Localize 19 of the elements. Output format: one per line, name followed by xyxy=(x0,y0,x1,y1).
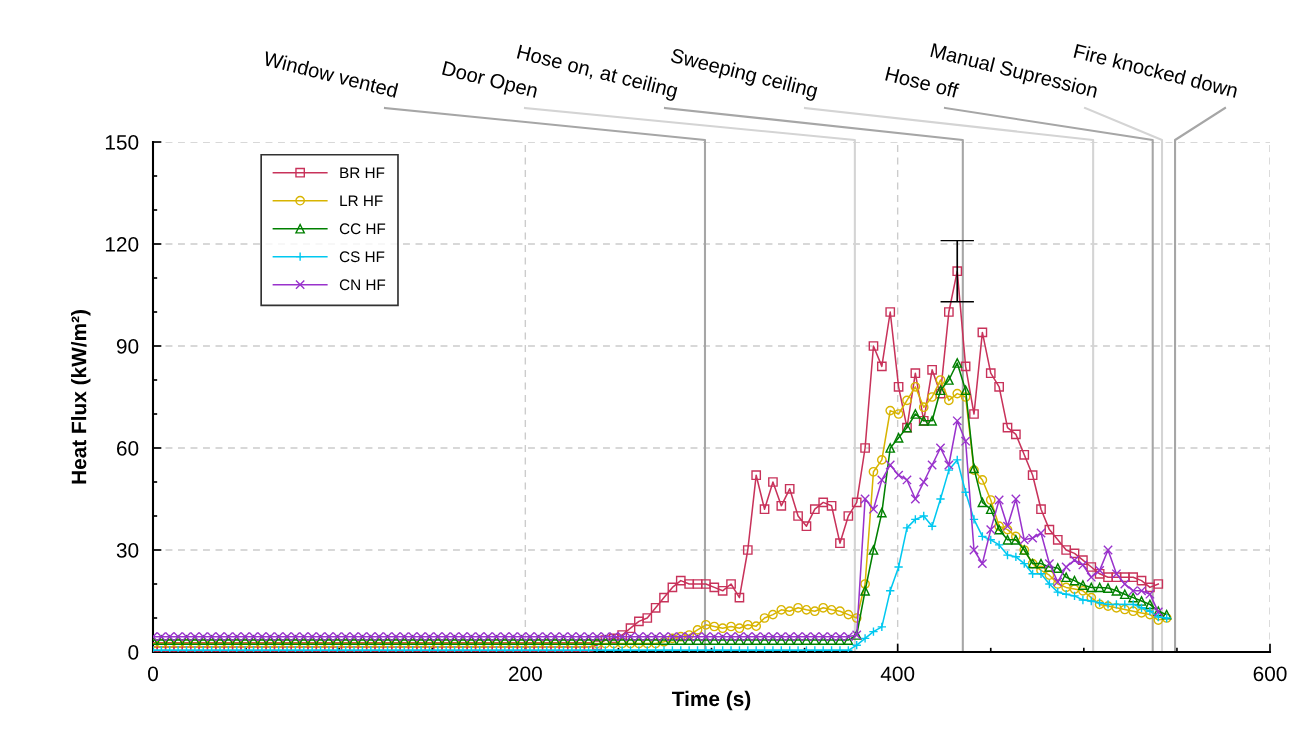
legend-label: CN HF xyxy=(339,279,386,291)
x-tick-label: 200 xyxy=(509,666,542,682)
legend-label: LR HF xyxy=(340,195,383,207)
ref-line-label: Window vented xyxy=(262,50,399,98)
x-tick-label: 600 xyxy=(1253,666,1287,682)
y-tick-label: 120 xyxy=(105,237,139,252)
y-axis-title: Heat Flux (kW/m²) xyxy=(71,310,91,484)
y-tick-label: 0 xyxy=(128,645,139,660)
ref-line-label: Hose off xyxy=(885,66,960,99)
y-tick-label: 90 xyxy=(116,339,139,354)
x-tick-label: 400 xyxy=(880,666,915,682)
y-tick-label: 30 xyxy=(116,543,139,558)
legend-label: CS HF xyxy=(339,251,385,263)
y-tick-label: 60 xyxy=(117,441,139,456)
legend-label: CC HF xyxy=(339,223,386,235)
x-axis-title: Time (s) xyxy=(671,690,751,711)
y-tick-label: 150 xyxy=(105,135,139,150)
legend-label: BR HF xyxy=(340,167,385,179)
x-tick-label: 0 xyxy=(148,666,158,682)
